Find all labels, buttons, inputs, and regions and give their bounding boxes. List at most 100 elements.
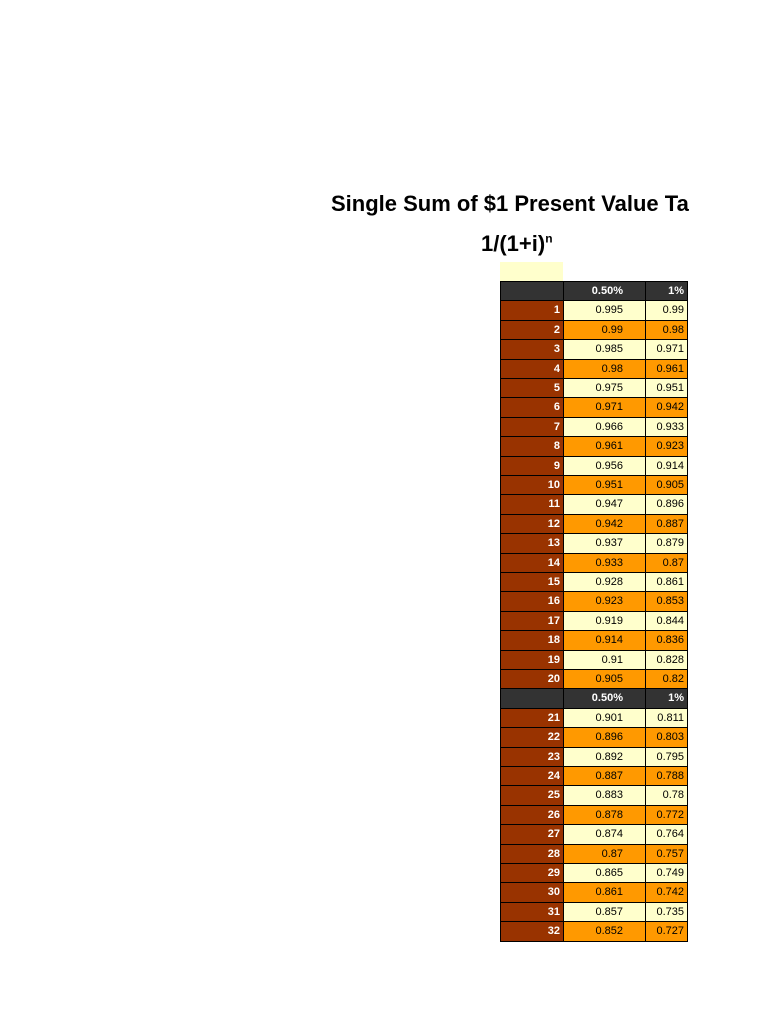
value-cell: 0.874 bbox=[563, 824, 646, 845]
row-number: 9 bbox=[500, 455, 564, 476]
row-number: 15 bbox=[500, 572, 564, 593]
formula-base: 1/(1+i) bbox=[481, 231, 546, 256]
value-cell: 0.99 bbox=[563, 319, 646, 341]
value-cell: 0.811 bbox=[645, 707, 688, 729]
header-cell: 0.50% bbox=[563, 688, 646, 709]
value-cell: 0.951 bbox=[645, 378, 688, 399]
value-cell: 0.933 bbox=[645, 416, 688, 438]
value-cell: 0.828 bbox=[645, 649, 688, 670]
value-cell: 0.896 bbox=[563, 727, 646, 748]
value-cell: 0.887 bbox=[563, 766, 646, 787]
value-cell: 0.87 bbox=[645, 552, 688, 573]
value-cell: 0.757 bbox=[645, 843, 688, 864]
value-cell: 0.772 bbox=[645, 804, 688, 826]
row-number: 3 bbox=[500, 339, 564, 360]
value-cell: 0.865 bbox=[563, 863, 646, 884]
row-number: 26 bbox=[500, 804, 564, 826]
row-number: 14 bbox=[500, 552, 564, 573]
highlight-cell bbox=[500, 262, 563, 281]
row-number: 30 bbox=[500, 882, 564, 903]
row-number: 24 bbox=[500, 766, 564, 787]
value-cell: 0.803 bbox=[645, 727, 688, 748]
value-cell: 0.937 bbox=[563, 533, 646, 554]
header-cell: 1% bbox=[645, 688, 688, 709]
row-number: 25 bbox=[500, 785, 564, 806]
value-cell: 0.861 bbox=[563, 882, 646, 903]
value-cell: 0.735 bbox=[645, 901, 688, 923]
value-cell: 0.971 bbox=[563, 397, 646, 418]
value-cell: 0.852 bbox=[563, 921, 646, 942]
formula-exponent: n bbox=[545, 231, 553, 246]
value-cell: 0.857 bbox=[563, 901, 646, 923]
value-cell: 0.788 bbox=[645, 766, 688, 787]
value-cell: 0.919 bbox=[563, 610, 646, 632]
value-cell: 0.971 bbox=[645, 339, 688, 360]
row-number: 6 bbox=[500, 397, 564, 418]
row-number: 32 bbox=[500, 921, 564, 942]
value-cell: 0.844 bbox=[645, 610, 688, 632]
value-cell: 0.82 bbox=[645, 669, 688, 690]
value-cell: 0.99 bbox=[645, 300, 688, 321]
header-cell: 0.50% bbox=[563, 281, 646, 302]
value-cell: 0.883 bbox=[563, 785, 646, 806]
row-number: 28 bbox=[500, 843, 564, 864]
value-cell: 0.892 bbox=[563, 746, 646, 767]
row-number: 11 bbox=[500, 494, 564, 515]
value-cell: 0.933 bbox=[563, 552, 646, 573]
value-cell: 0.98 bbox=[645, 319, 688, 341]
title: Single Sum of $1 Present Value Ta bbox=[331, 191, 689, 216]
row-number: 18 bbox=[500, 630, 564, 651]
row-number: 13 bbox=[500, 533, 564, 554]
value-cell: 0.901 bbox=[563, 707, 646, 729]
value-cell: 0.914 bbox=[563, 630, 646, 651]
formula: 1/(1+i)n bbox=[481, 231, 553, 257]
value-cell: 0.985 bbox=[563, 339, 646, 360]
row-number: 16 bbox=[500, 591, 564, 612]
row-number: 21 bbox=[500, 707, 564, 729]
value-cell: 0.878 bbox=[563, 804, 646, 826]
row-number: 8 bbox=[500, 436, 564, 457]
row-number: 17 bbox=[500, 610, 564, 632]
value-cell: 0.923 bbox=[645, 436, 688, 457]
value-cell: 0.914 bbox=[645, 455, 688, 476]
value-cell: 0.98 bbox=[563, 358, 646, 379]
header-cell bbox=[500, 281, 564, 302]
value-cell: 0.947 bbox=[563, 494, 646, 515]
value-cell: 0.853 bbox=[645, 591, 688, 612]
value-cell: 0.78 bbox=[645, 785, 688, 806]
value-cell: 0.764 bbox=[645, 824, 688, 845]
row-number: 2 bbox=[500, 319, 564, 341]
value-cell: 0.742 bbox=[645, 882, 688, 903]
header-cell bbox=[500, 688, 564, 709]
row-number: 7 bbox=[500, 416, 564, 438]
value-cell: 0.879 bbox=[645, 533, 688, 554]
value-cell: 0.887 bbox=[645, 513, 688, 535]
value-cell: 0.966 bbox=[563, 416, 646, 438]
row-number: 27 bbox=[500, 824, 564, 845]
value-cell: 0.961 bbox=[645, 358, 688, 379]
value-cell: 0.749 bbox=[645, 863, 688, 884]
value-cell: 0.956 bbox=[563, 455, 646, 476]
value-cell: 0.836 bbox=[645, 630, 688, 651]
value-cell: 0.942 bbox=[563, 513, 646, 535]
value-cell: 0.951 bbox=[563, 475, 646, 496]
row-number: 12 bbox=[500, 513, 564, 535]
value-cell: 0.995 bbox=[563, 300, 646, 321]
value-cell: 0.91 bbox=[563, 649, 646, 670]
row-number: 23 bbox=[500, 746, 564, 767]
row-number: 4 bbox=[500, 358, 564, 379]
value-cell: 0.928 bbox=[563, 572, 646, 593]
header-cell: 1% bbox=[645, 281, 688, 302]
row-number: 20 bbox=[500, 669, 564, 690]
row-number: 1 bbox=[500, 300, 564, 321]
row-number: 29 bbox=[500, 863, 564, 884]
value-cell: 0.861 bbox=[645, 572, 688, 593]
value-cell: 0.87 bbox=[563, 843, 646, 864]
value-cell: 0.961 bbox=[563, 436, 646, 457]
value-cell: 0.923 bbox=[563, 591, 646, 612]
value-cell: 0.905 bbox=[563, 669, 646, 690]
value-cell: 0.896 bbox=[645, 494, 688, 515]
row-number: 10 bbox=[500, 475, 564, 496]
value-cell: 0.905 bbox=[645, 475, 688, 496]
